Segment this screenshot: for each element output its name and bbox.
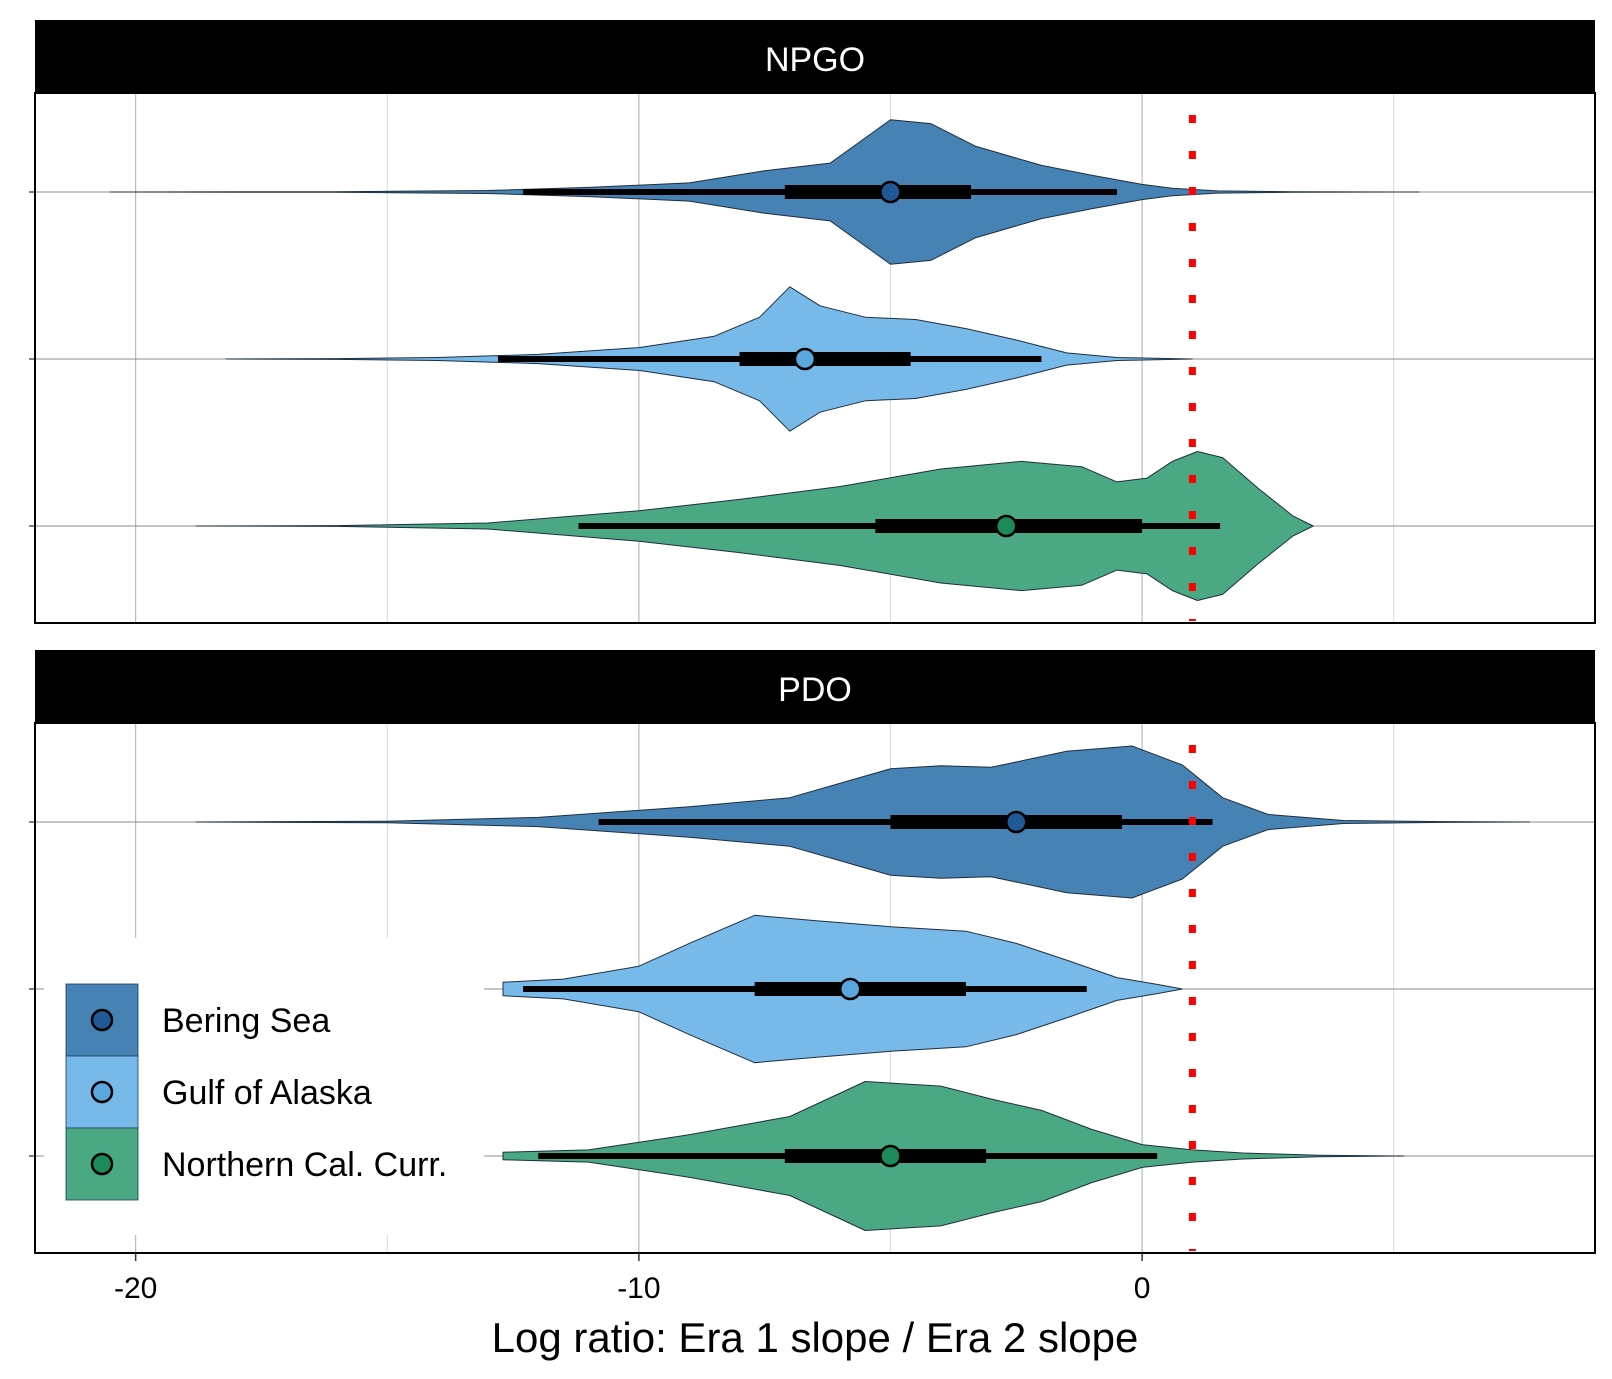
npgo-gulf-of-alaska-violin-group [225, 286, 1193, 432]
panel-pdo: PDO [29, 650, 1596, 1254]
panel-npgo-title: NPGO [765, 41, 865, 79]
legend-item-bering-sea: Bering Sea [65, 983, 330, 1057]
npgo-bering-sea-violin-group [110, 119, 1420, 265]
panel-npgo: NPGO [29, 20, 1596, 624]
legend-label-bering-sea: Bering Sea [162, 1002, 330, 1040]
npgo-northern-cal-curr-violin-group [195, 451, 1314, 601]
npgo-bering-sea-median-point [879, 180, 902, 204]
panel-pdo-border [34, 722, 1596, 1254]
x-axis-tick-label: -20 [114, 1272, 157, 1305]
pdo-gulf-of-alaska-median-point [838, 977, 862, 1001]
pdo-gulf-of-alaska-violin-group [502, 914, 1183, 1064]
panel-pdo-title: PDO [778, 671, 852, 709]
pdo-northern-cal-curr-violin-group [502, 1081, 1405, 1231]
legend: Bering Sea Gulf of Alaska Northern Cal. … [44, 938, 484, 1235]
legend-item-northern-cal-curr: Northern Cal. Curr. [65, 1127, 447, 1201]
x-axis: -20 -10 0 [114, 1253, 1150, 1305]
legend-point-northern-cal-curr [90, 1152, 114, 1176]
legend-point-bering-sea [90, 1008, 114, 1032]
pdo-bering-sea-violin-group [195, 745, 1531, 899]
x-axis-tick-label: -10 [617, 1272, 660, 1305]
panel-pdo-violins [195, 745, 1531, 1231]
pdo-northern-cal-curr-median-point [879, 1144, 902, 1168]
legend-label-gulf-of-alaska: Gulf of Alaska [162, 1074, 372, 1112]
x-axis-title: Log ratio: Era 1 slope / Era 2 slope [492, 1314, 1139, 1361]
panel-npgo-strip [35, 20, 1595, 93]
panel-pdo-strip [35, 650, 1595, 723]
x-axis-tick-label: 0 [1134, 1272, 1151, 1305]
legend-point-gulf-of-alaska [90, 1080, 114, 1104]
npgo-northern-cal-curr-median-point [994, 514, 1018, 538]
panel-npgo-border [34, 92, 1596, 624]
legend-item-gulf-of-alaska: Gulf of Alaska [65, 1055, 372, 1129]
panel-npgo-violins [110, 119, 1420, 601]
legend-label-northern-cal-curr: Northern Cal. Curr. [162, 1146, 447, 1184]
pdo-bering-sea-median-point [1005, 810, 1028, 834]
npgo-gulf-of-alaska-median-point [793, 347, 817, 371]
